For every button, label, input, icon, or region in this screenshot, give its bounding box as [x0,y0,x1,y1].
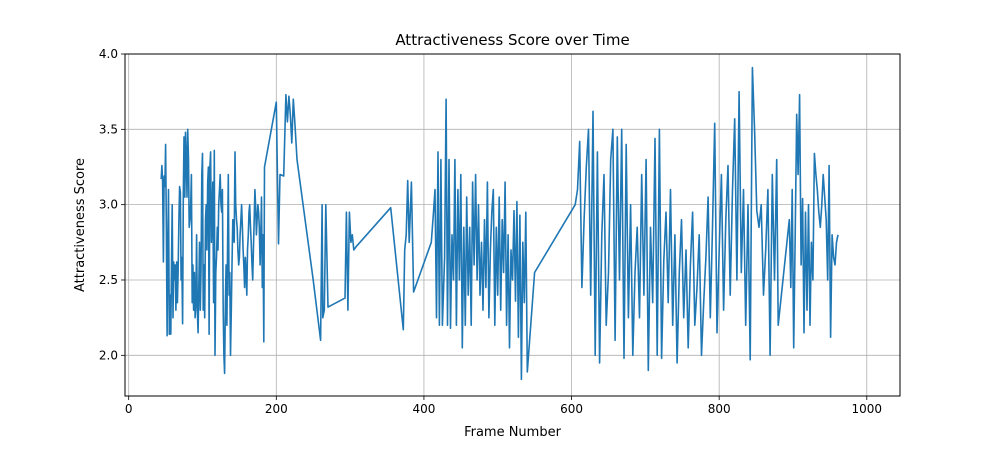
chart-title: Attractiveness Score over Time [395,31,629,49]
x-tick-label: 200 [265,402,288,416]
y-tick-label: 2.0 [99,348,118,362]
y-tick-label: 3.0 [99,198,118,212]
y-tick-label: 4.0 [99,47,118,61]
x-tick-label: 800 [708,402,731,416]
plot-frame [124,53,901,397]
x-tick-label: 600 [560,402,583,416]
x-tick-label: 400 [412,402,435,416]
x-axis: 0 200 400 600 800 1000 [125,396,882,416]
series-line [160,66,839,381]
y-tick-label: 2.5 [99,273,118,287]
y-tick-label: 3.5 [99,122,118,136]
y-axis: 2.0 2.5 3.0 3.5 4.0 [99,47,125,362]
x-axis-label: Frame Number [464,425,562,440]
y-axis-label: Attractiveness Score [73,158,88,292]
x-tick-label: 1000 [852,402,883,416]
series-layer [160,66,839,381]
x-tick-label: 0 [125,402,133,416]
